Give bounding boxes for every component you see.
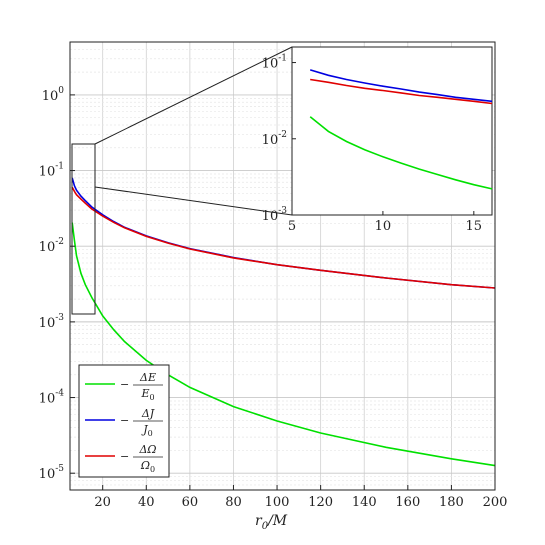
legend-label: −ΔJ J0	[120, 407, 163, 438]
zoom-connector-top	[94, 46, 293, 145]
inset-series-2	[310, 78, 493, 105]
inset-ticks: 5 10 15 10-1 10-2 10-3	[262, 54, 482, 234]
x-tick-label: 180	[439, 495, 464, 510]
zoom-connector-bottom	[94, 186, 293, 216]
x-tick-label: 200	[483, 495, 508, 510]
inset-y-tick-label: 10-2	[262, 130, 287, 148]
x-tick-label: 40	[138, 495, 155, 510]
y-tick-label: 10-2	[39, 237, 64, 255]
svg-text:ΔE: ΔE	[139, 371, 156, 384]
inset-y-tick-label: 10-1	[262, 54, 287, 72]
svg-text:ΔΩ: ΔΩ	[138, 443, 156, 456]
main-series-lines	[71, 177, 496, 467]
x-tick-label: 20	[94, 495, 111, 510]
svg-text:−: −	[120, 378, 129, 391]
inset-series-lines	[309, 69, 493, 190]
x-tick-label: 100	[265, 495, 290, 510]
main-ticks: 20 40 60 80 100 120 140 160 180 200 100 10-1 10-2 10-…	[39, 86, 508, 510]
main-series-0	[71, 222, 496, 467]
svg-text:r0/M: r0/M	[255, 513, 288, 532]
y-tick-label: 10-3	[39, 313, 65, 331]
x-tick-label: 120	[308, 495, 333, 510]
x-tick-label: 140	[352, 495, 377, 510]
main-axes-frame	[69, 41, 496, 491]
inset-series-1	[309, 69, 493, 103]
x-axis-label: r0/M	[255, 513, 288, 532]
svg-text:J0: J0	[141, 423, 153, 438]
svg-text:ΔJ: ΔJ	[141, 407, 155, 420]
y-tick-label: 10-1	[39, 162, 64, 180]
inset-x-tick-label: 5	[288, 219, 296, 234]
inset-y-tick-label: 10-3	[262, 206, 288, 224]
y-tick-label: 10-5	[39, 464, 65, 482]
svg-text:−: −	[120, 450, 129, 463]
inset-series-0	[309, 116, 493, 190]
svg-text:−: −	[120, 414, 129, 427]
y-tick-label: 10-4	[39, 389, 65, 407]
y-tick-label: 100	[42, 86, 65, 104]
zoom-region-box	[71, 143, 96, 315]
x-tick-label: 160	[395, 495, 420, 510]
inset-x-tick-label: 10	[375, 219, 392, 234]
main-series-2	[71, 186, 496, 289]
x-tick-label: 60	[182, 495, 199, 510]
inset-background	[291, 46, 493, 216]
inset-x-tick-label: 15	[466, 219, 483, 234]
x-tick-label: 80	[225, 495, 242, 510]
